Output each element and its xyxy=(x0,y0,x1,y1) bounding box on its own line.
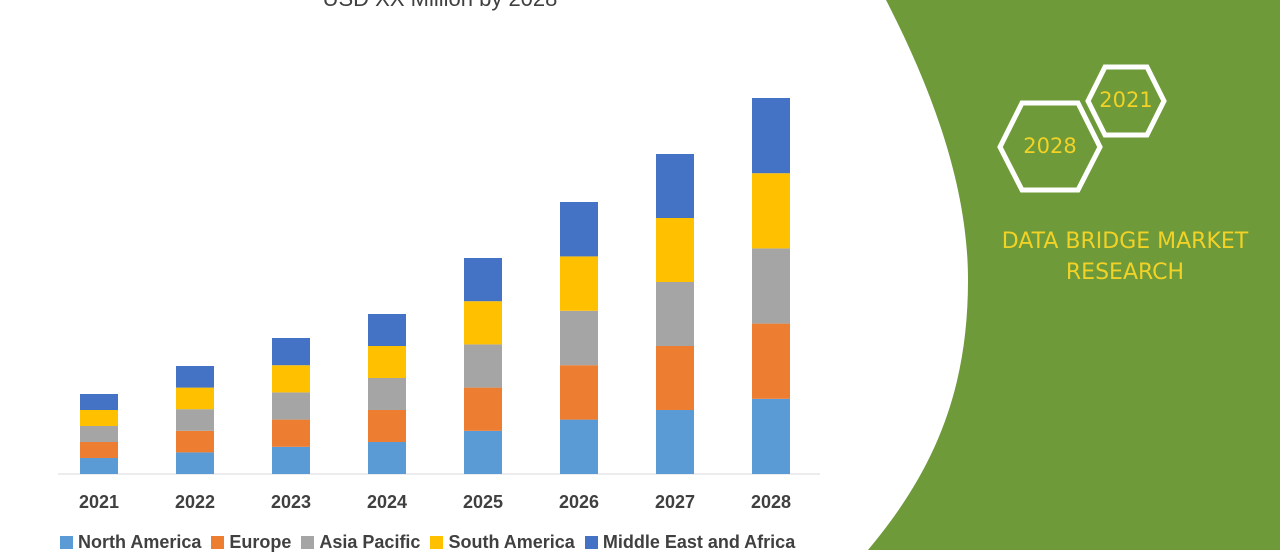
bar-2021-europe xyxy=(80,442,118,458)
bar-2022-middle-east-and-africa xyxy=(176,366,214,388)
legend-swatch-middle-east-africa xyxy=(584,535,598,549)
chart-legend: North America Europe Asia Pacific South … xyxy=(60,531,795,553)
hex-year-2021-label: 2021 xyxy=(1099,88,1153,112)
x-tick-labels: 2021 2022 2023 2024 2025 2026 2027 2028 xyxy=(79,492,791,512)
bar-2022-asia-pacific xyxy=(176,409,214,431)
bar-2021-middle-east-and-africa xyxy=(80,394,118,410)
bar-2021-north-america xyxy=(80,458,118,474)
bar-2026-middle-east-and-africa xyxy=(560,202,598,257)
bar-2024-middle-east-and-africa xyxy=(368,314,406,346)
bar-2026-asia-pacific xyxy=(560,310,598,366)
legend-label-asia-pacific: Asia Pacific xyxy=(319,531,421,552)
legend-swatch-south-america xyxy=(430,535,444,549)
legend-label-europe: Europe xyxy=(229,531,292,552)
legend-label-middle-east-africa: Middle East and Africa xyxy=(602,531,796,552)
legend-swatch-asia-pacific xyxy=(301,535,315,549)
bar-2026-europe xyxy=(560,365,598,420)
bar-2028-south-america xyxy=(752,173,790,249)
x-tick-label-2021: 2021 xyxy=(79,492,119,512)
legend-swatch-europe xyxy=(211,535,225,549)
bar-2024-south-america xyxy=(368,346,406,378)
bar-2022-north-america xyxy=(176,452,214,474)
legend-item-middle-east-africa: Middle East and Africa xyxy=(584,531,796,553)
company-name: DATA BRIDGE MARKET RESEARCH xyxy=(990,226,1260,288)
bar-2024-asia-pacific xyxy=(368,378,406,410)
bar-2027-asia-pacific xyxy=(656,282,694,346)
bar-2026-south-america xyxy=(560,256,598,311)
bar-2027-europe xyxy=(656,346,694,410)
hex-year-2028-label: 2028 xyxy=(1023,134,1077,158)
x-tick-label-2025: 2025 xyxy=(463,492,503,512)
bar-2021-south-america xyxy=(80,410,118,426)
bar-2023-middle-east-and-africa xyxy=(272,338,310,366)
legend-item-europe: Europe xyxy=(211,532,291,553)
bar-2026-north-america xyxy=(560,419,598,474)
bar-2022-europe xyxy=(176,430,214,453)
legend-label-south-america: South America xyxy=(448,531,575,552)
bar-2025-north-america xyxy=(464,430,502,474)
hexagon-2028-icon xyxy=(997,100,1103,193)
x-tick-label-2028: 2028 xyxy=(751,492,791,512)
x-tick-label-2023: 2023 xyxy=(271,492,311,512)
legend-label-north-america: North America xyxy=(78,531,202,552)
bar-2025-asia-pacific xyxy=(464,344,502,388)
company-name-line2: RESEARCH xyxy=(1065,260,1185,285)
bar-2027-middle-east-and-africa xyxy=(656,154,694,218)
x-tick-label-2024: 2024 xyxy=(367,492,407,512)
legend-item-asia-pacific: Asia Pacific xyxy=(301,532,420,553)
x-tick-label-2027: 2027 xyxy=(655,492,695,512)
legend-swatch-north-america xyxy=(60,535,73,549)
bar-2027-north-america xyxy=(656,410,694,474)
legend-item-south-america: South America xyxy=(430,531,575,553)
bar-2024-europe xyxy=(368,410,406,442)
brand-side-panel xyxy=(868,0,1280,550)
bar-2028-middle-east-and-africa xyxy=(752,98,790,174)
hexagon-2021-icon xyxy=(1085,64,1167,138)
bars-group xyxy=(80,98,790,474)
bar-2024-north-america xyxy=(368,442,406,474)
bar-2025-europe xyxy=(464,387,502,431)
bar-2025-middle-east-and-africa xyxy=(464,258,502,302)
bar-2023-europe xyxy=(272,419,310,447)
bar-2025-south-america xyxy=(464,301,502,345)
company-name-line1: DATA BRIDGE MARKET xyxy=(1001,229,1249,254)
x-tick-label-2026: 2026 xyxy=(559,492,599,512)
bar-2028-north-america xyxy=(752,398,790,474)
bar-2021-asia-pacific xyxy=(80,426,118,442)
bar-2023-north-america xyxy=(272,446,310,474)
x-tick-label-2022: 2022 xyxy=(175,492,215,512)
chart-title: USD XX Million by 2028 xyxy=(250,0,630,12)
bar-2028-europe xyxy=(752,323,790,399)
bar-2028-asia-pacific xyxy=(752,248,790,324)
bar-2022-south-america xyxy=(176,387,214,410)
bar-2023-asia-pacific xyxy=(272,392,310,420)
bar-2027-south-america xyxy=(656,218,694,282)
bar-2023-south-america xyxy=(272,365,310,393)
legend-item-north-america: North America xyxy=(60,532,201,553)
